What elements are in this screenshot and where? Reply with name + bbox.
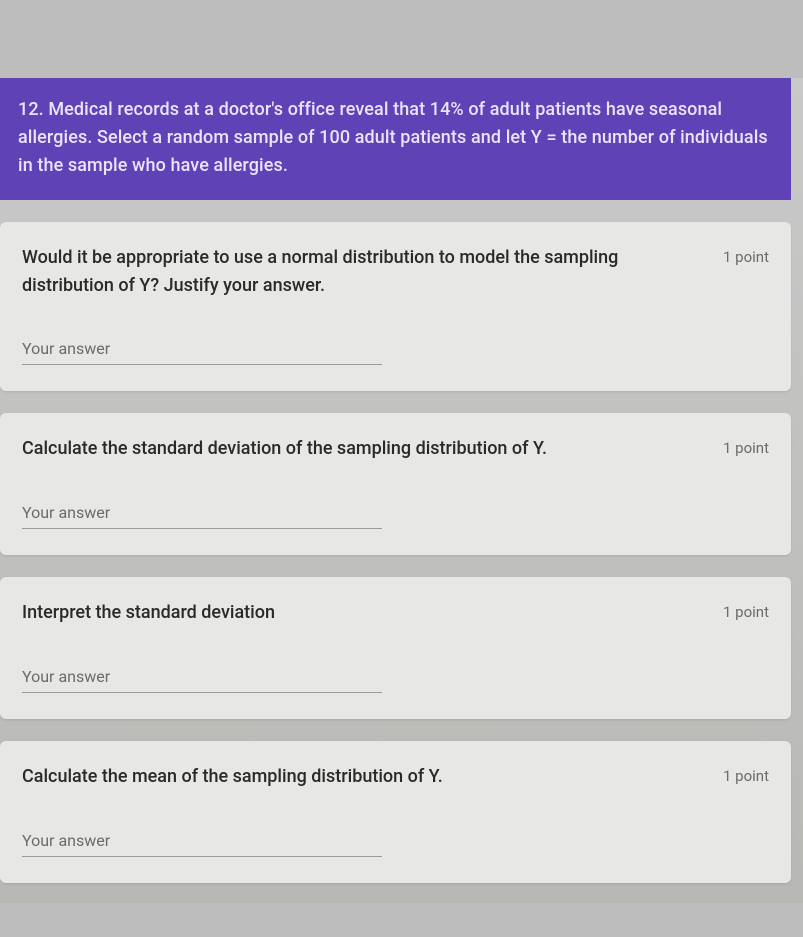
- answer-field: [22, 827, 382, 857]
- question-row: Would it be appropriate to use a normal …: [22, 244, 769, 300]
- question-card: Calculate the standard deviation of the …: [0, 413, 791, 555]
- question-prompt: Calculate the standard deviation of the …: [22, 435, 699, 463]
- question-points: 1 point: [723, 435, 769, 457]
- section-header-text: 12. Medical records at a doctor's office…: [18, 99, 768, 176]
- question-row: Calculate the standard deviation of the …: [22, 435, 769, 463]
- answer-input[interactable]: [22, 335, 382, 365]
- answer-input[interactable]: [22, 499, 382, 529]
- answer-input[interactable]: [22, 827, 382, 857]
- question-prompt: Would it be appropriate to use a normal …: [22, 244, 699, 300]
- question-row: Interpret the standard deviation 1 point: [22, 599, 769, 627]
- question-card: Calculate the mean of the sampling distr…: [0, 741, 791, 883]
- answer-field: [22, 335, 382, 365]
- question-points: 1 point: [723, 244, 769, 266]
- question-prompt: Interpret the standard deviation: [22, 599, 699, 627]
- form-page: 12. Medical records at a doctor's office…: [0, 78, 803, 903]
- question-card: Would it be appropriate to use a normal …: [0, 222, 791, 392]
- answer-input[interactable]: [22, 663, 382, 693]
- question-row: Calculate the mean of the sampling distr…: [22, 763, 769, 791]
- question-points: 1 point: [723, 763, 769, 785]
- answer-field: [22, 663, 382, 693]
- question-card: Interpret the standard deviation 1 point: [0, 577, 791, 719]
- question-points: 1 point: [723, 599, 769, 621]
- answer-field: [22, 499, 382, 529]
- question-prompt: Calculate the mean of the sampling distr…: [22, 763, 699, 791]
- section-header: 12. Medical records at a doctor's office…: [0, 78, 791, 200]
